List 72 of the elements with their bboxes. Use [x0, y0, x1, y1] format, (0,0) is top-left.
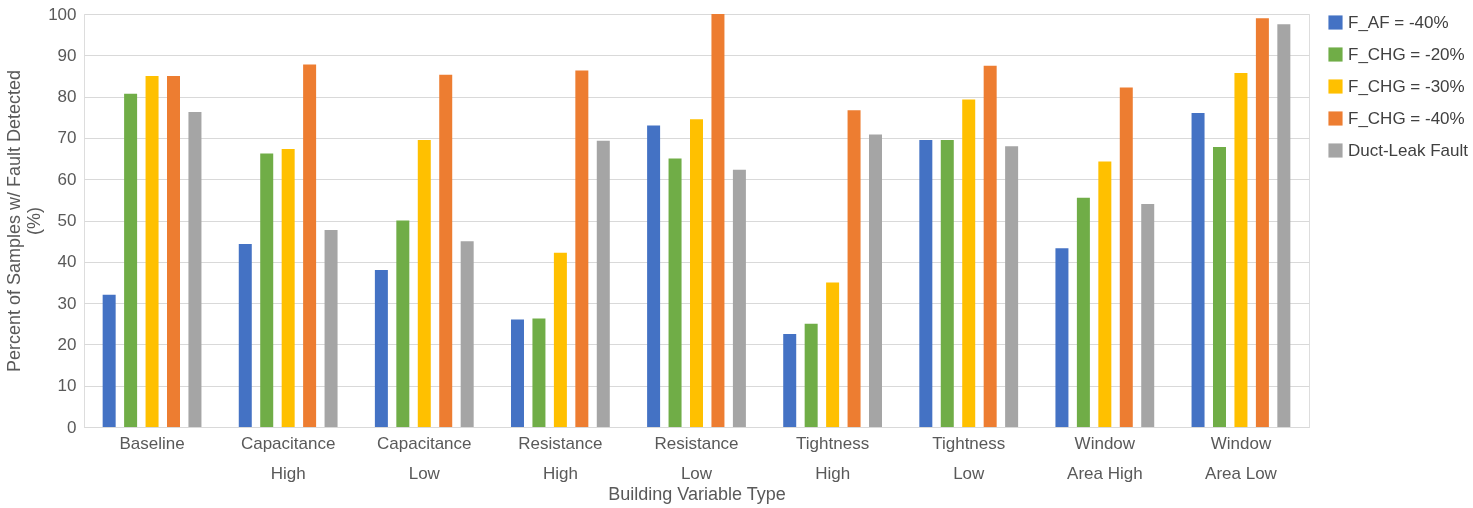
bar: [417, 139, 431, 427]
x-tick-label: Resistance High: [518, 433, 603, 483]
y-tick-label: 30: [57, 293, 77, 313]
bar: [510, 319, 524, 427]
bar: [869, 134, 883, 427]
bar: [439, 74, 453, 427]
bar: [324, 230, 338, 427]
bar: [1005, 146, 1019, 427]
x-tick-label: Window Area Low: [1205, 433, 1278, 483]
y-tick-label: 50: [57, 211, 77, 230]
y-tick-label: 100: [48, 4, 77, 24]
bar: [188, 111, 202, 427]
bar: [1255, 18, 1269, 427]
bar: [575, 70, 589, 427]
x-tick-label: Window Area High: [1067, 433, 1143, 483]
bar: [396, 220, 410, 427]
bar: [668, 158, 682, 427]
bar: [983, 65, 997, 427]
bar: [124, 93, 138, 427]
legend-label: F_AF = -40%: [1348, 12, 1449, 32]
legend-label: F_CHG = -40%: [1348, 108, 1465, 128]
bar: [847, 110, 861, 427]
bar: [1141, 203, 1155, 427]
x-tick-label: Tightness Low: [932, 433, 1006, 483]
bar: [145, 75, 159, 427]
bar: [804, 323, 818, 427]
bar: [826, 282, 840, 427]
bar: [303, 64, 317, 427]
y-tick-label: 0: [67, 417, 77, 437]
x-tick-label: Resistance Low: [654, 433, 739, 483]
x-tick-label: Baseline: [119, 433, 185, 453]
y-tick-label: 20: [57, 334, 77, 354]
bar: [238, 244, 252, 427]
bar: [1234, 73, 1248, 427]
bar: [962, 99, 976, 427]
bar: [1076, 197, 1090, 427]
bar: [1213, 146, 1226, 427]
bar: [647, 125, 661, 427]
bar: [532, 318, 546, 427]
bar: [1098, 161, 1112, 427]
bar: [281, 149, 295, 427]
bar: [260, 153, 274, 427]
y-tick-label: 40: [57, 252, 77, 272]
y-tick-label: 10: [57, 376, 77, 396]
bar: [919, 139, 933, 427]
bar: [553, 252, 567, 427]
bar: [690, 119, 703, 427]
x-tick-label: Capacitance Low: [377, 433, 472, 483]
x-axis-title: Building Variable Type: [608, 483, 786, 504]
y-tick-label: 80: [57, 87, 77, 107]
y-tick-label: 70: [57, 128, 77, 148]
legend-label: F_CHG = -20%: [1348, 44, 1465, 64]
bar: [783, 334, 797, 427]
bar: [1119, 87, 1133, 427]
x-tick-label: Capacitance High: [240, 433, 336, 483]
x-tick-label: Tightness High: [796, 433, 870, 483]
bar: [940, 139, 954, 427]
bar: [167, 75, 180, 427]
bar: [711, 14, 725, 427]
bar: [596, 140, 610, 427]
legend-label: F_CHG = -30%: [1348, 76, 1465, 96]
bar: [374, 270, 388, 427]
bar: [102, 294, 116, 427]
bar: [1277, 24, 1291, 427]
bar: [1191, 113, 1205, 427]
y-axis-title: Percent of Samples w/ Fault Detected (%): [4, 69, 45, 373]
bar: [460, 241, 474, 427]
bar: [1055, 248, 1069, 427]
y-tick-label: 60: [57, 169, 77, 189]
legend-label: Duct-Leak Fault: [1348, 140, 1469, 160]
bar: [732, 169, 746, 427]
y-tick-label: 90: [57, 45, 77, 65]
